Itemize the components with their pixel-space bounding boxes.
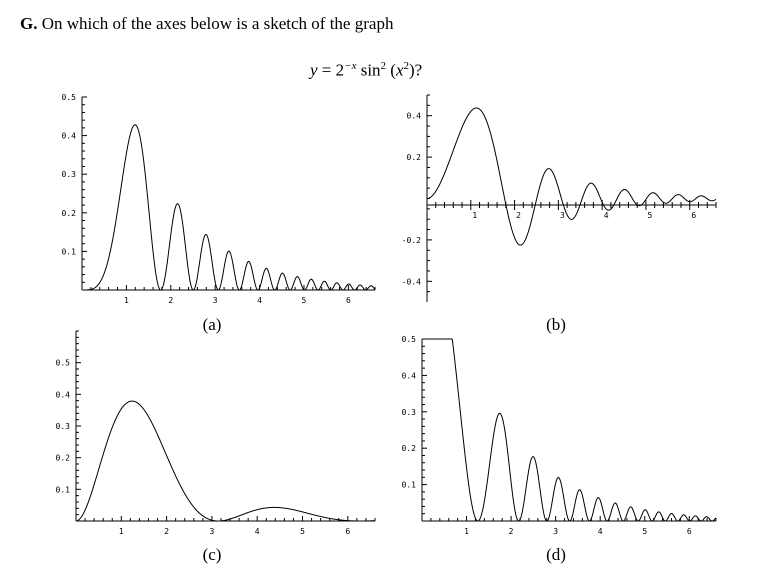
panel-c-y-tick-label: 0.2 — [56, 454, 71, 463]
panel-a-x-tick-label: 6 — [346, 296, 351, 305]
panel-a-x-tick-label: 2 — [168, 296, 173, 305]
panel-a-x-tick-label: 3 — [213, 296, 218, 305]
question-text: G. On which of the axes below is a sketc… — [20, 14, 393, 34]
formula-arg: x — [395, 60, 404, 80]
panel-c-x-tick-label: 2 — [164, 527, 169, 536]
formula: y = 2−x sin2 (x2)? — [310, 60, 423, 80]
panel-d-series-line — [422, 338, 717, 522]
panel-b-x-tick-label: 2 — [516, 211, 521, 220]
panel-d-y-tick-label: 0.2 — [402, 444, 417, 453]
panel-b-x-tick-label: 3 — [560, 211, 565, 220]
question-body: On which of the axes below is a sketch o… — [41, 14, 394, 33]
panel-b-y-tick-label: 0.2 — [407, 153, 422, 162]
panel-c-x-tick-label: 4 — [255, 527, 260, 536]
panel-a-y-tick-label: 0.1 — [62, 247, 77, 256]
formula-exponent: −x — [344, 60, 357, 72]
panel-a-x-tick-label: 4 — [257, 296, 262, 305]
panel-d-x-tick-label: 6 — [687, 527, 692, 536]
panel-a-x-tick-label: 5 — [302, 296, 307, 305]
panel-c-y-tick-label: 0.1 — [56, 485, 71, 494]
panel-b-x-tick-label: 5 — [648, 211, 653, 220]
formula-arg-power: 2 — [403, 60, 410, 72]
panel-b-label: (b) — [546, 315, 566, 334]
panel-c-x-tick-label: 1 — [119, 527, 124, 536]
panel-b-x-tick-label: 4 — [604, 211, 609, 220]
panel-a-y-tick-label: 0.3 — [62, 170, 77, 179]
panel-a-y-tick-label: 0.5 — [62, 93, 77, 102]
panel-c-label: (c) — [203, 545, 222, 564]
panel-d-y-tick-label: 0.1 — [402, 481, 417, 490]
panel-a-y-tick-label: 0.2 — [62, 209, 77, 218]
panel-d-y-tick-label: 0.4 — [402, 371, 417, 380]
panel-c-x-tick-label: 6 — [345, 527, 350, 536]
panel-d-x-tick-label: 2 — [509, 527, 514, 536]
formula-lhs: y — [310, 60, 318, 80]
panel-d-y-tick-label: 0.3 — [402, 408, 417, 417]
panel-c-x-tick-label: 3 — [209, 527, 214, 536]
panel-b-y-tick-label: 0.4 — [407, 112, 422, 121]
question-label: G. — [20, 14, 38, 33]
panel-c-series-line — [75, 400, 376, 522]
formula-func-power: 2 — [380, 60, 387, 72]
panel-d-x-tick-label: 4 — [598, 527, 603, 536]
panel-b-x-tick-label: 6 — [691, 211, 696, 220]
panel-c-x-tick-label: 5 — [300, 527, 305, 536]
formula-func: sin — [360, 60, 381, 80]
panel-b-x-tick-label: 1 — [472, 211, 477, 220]
panel-d-x-tick-label: 5 — [642, 527, 647, 536]
panel-d-x-tick-label: 1 — [464, 527, 469, 536]
panel-d-y-tick-label: 0.5 — [402, 335, 417, 344]
panel-d-x-tick-label: 3 — [553, 527, 558, 536]
panel-a-label: (a) — [203, 315, 222, 334]
panel-a-y-tick-label: 0.4 — [62, 132, 77, 141]
panel-a-x-tick-label: 1 — [124, 296, 129, 305]
panel-c-y-tick-label: 0.3 — [56, 422, 71, 431]
panel-c-y-tick-label: 0.4 — [56, 390, 71, 399]
panel-b-y-tick-label: -0.2 — [402, 236, 421, 245]
panel-c-y-tick-label: 0.5 — [56, 359, 71, 368]
panel-d-label: (d) — [546, 545, 566, 564]
panel-a-series-line — [82, 124, 376, 291]
panel-b-y-tick-label: -0.4 — [402, 277, 421, 286]
panel-b-series-line — [426, 107, 717, 246]
formula-base: 2 — [335, 60, 345, 80]
